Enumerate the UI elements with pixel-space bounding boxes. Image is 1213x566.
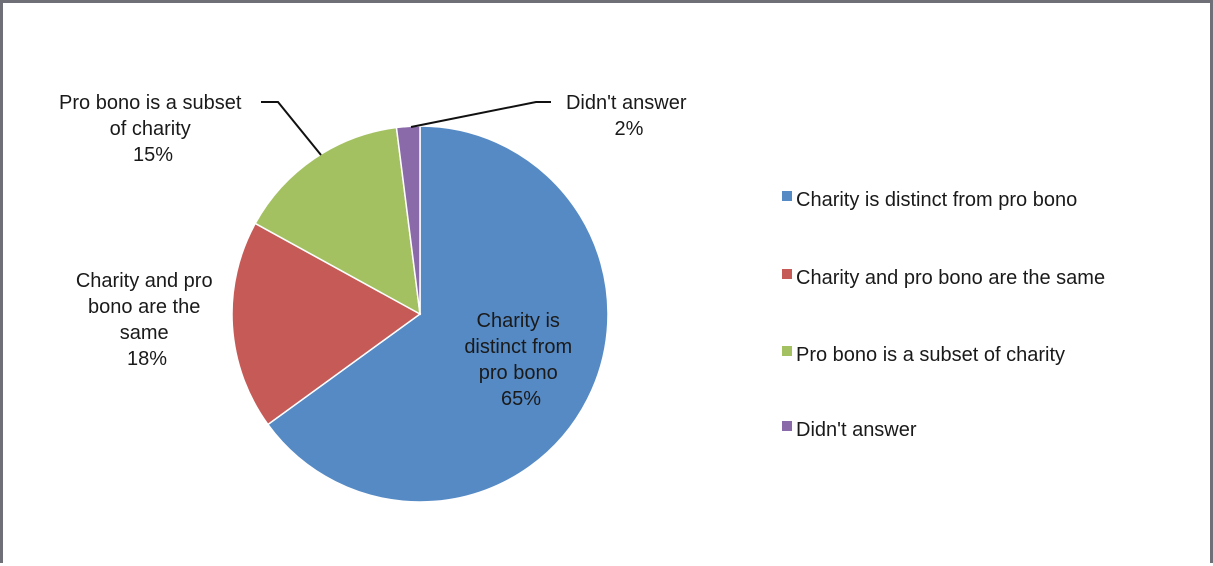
legend-item: Pro bono is a subset of charity [782,344,1065,366]
legend-swatch [782,421,792,431]
label-charity-distinct: Charity is distinct from pro bono 65% [464,310,577,410]
legend-label: Charity and pro bono are the same [796,267,1105,289]
leader-line-pro-bono-subset [261,101,322,156]
label-didnt-answer: Didn't answer 2% [566,92,692,140]
label-line: of charity [110,118,191,140]
label-line: distinct from [464,336,572,358]
label-line: same [120,322,169,344]
label-line: Charity is [477,310,560,332]
legend-label: Didn't answer [796,419,917,441]
label-line: Pro bono is a subset [59,92,242,114]
legend-swatch [782,191,792,201]
pie-chart: Charity is distinct from pro bono 65% Ch… [59,92,1105,503]
svg-text:Charity and pro bono a: Charity and pro bono are the same 18% [76,270,218,370]
legend-swatch [782,269,792,279]
label-line: Didn't answer [566,92,687,114]
label-charity-same: Charity and pro bono are the same 18% [76,270,218,370]
svg-text:Charity is distinct fr: Charity is distinct from pro bono 65% [464,310,577,410]
label-pro-bono-subset: Pro bono is a subset of charity 15% [59,92,247,166]
label-line: Charity and pro [76,270,213,292]
pie-slices [231,125,609,503]
label-line: bono are the [88,296,200,318]
legend-label: Charity is distinct from pro bono [796,189,1077,211]
label-percent: 15% [133,144,173,166]
legend: Charity is distinct from pro bono Charit… [782,189,1105,441]
label-percent: 18% [127,348,167,370]
legend-swatch [782,346,792,356]
svg-text:Pro bono is a subset o: Pro bono is a subset of charity 15% [59,92,247,166]
pie-slice-charity-distinct [266,125,609,503]
label-percent: 2% [615,118,644,140]
legend-label: Pro bono is a subset of charity [796,344,1065,366]
svg-text:Didn't answer 2%: Didn't answer 2% [566,92,692,140]
legend-item: Charity is distinct from pro bono [782,189,1077,211]
pie-slice-charity-same [231,222,422,426]
leader-lines [261,101,551,156]
label-percent: 65% [501,388,541,410]
leader-line-didnt-answer [410,101,551,128]
pie-slice-pro-bono-subset [254,126,421,316]
label-line: pro bono [479,362,558,384]
legend-item: Didn't answer [782,419,917,441]
legend-item: Charity and pro bono are the same [782,267,1105,289]
